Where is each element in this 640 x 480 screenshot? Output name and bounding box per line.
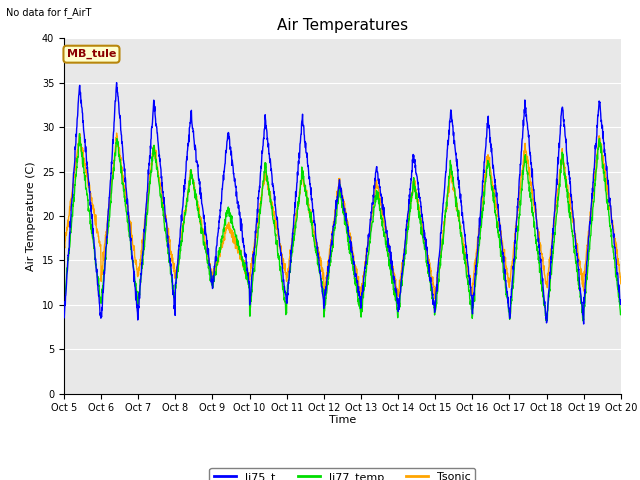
Text: No data for f_AirT: No data for f_AirT [6,7,92,18]
Title: Air Temperatures: Air Temperatures [277,18,408,33]
Text: MB_tule: MB_tule [67,49,116,60]
Legend: li75_t, li77_temp, Tsonic: li75_t, li77_temp, Tsonic [209,468,476,480]
X-axis label: Time: Time [329,415,356,425]
Y-axis label: Air Temperature (C): Air Temperature (C) [26,161,36,271]
